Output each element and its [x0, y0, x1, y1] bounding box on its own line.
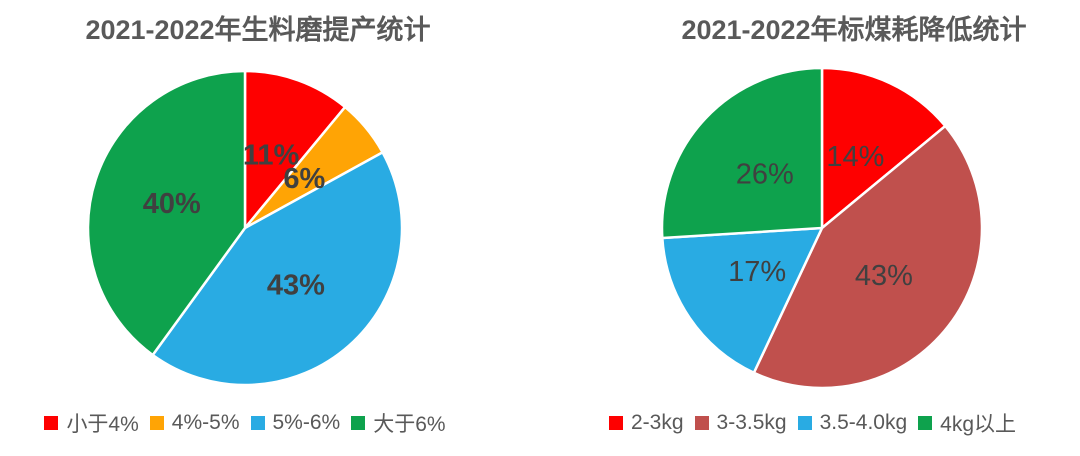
legend-item-大于6%: 大于6%	[351, 408, 446, 438]
legend-swatch-icon	[797, 416, 812, 430]
chart-title-raw-mill: 2021-2022年生料磨提产统计	[85, 15, 431, 45]
legend-label: 3-3.5kg	[716, 411, 787, 434]
legend-label: 2-3kg	[631, 411, 684, 434]
pie-slice-2-3kg	[820, 66, 947, 230]
pie-slice-value-label: 6%	[283, 163, 325, 195]
pie-slice-value-label: 14%	[826, 141, 884, 173]
pie-slice-value-label: 26%	[736, 158, 794, 190]
legend-label: 大于6%	[373, 413, 446, 436]
legend-swatch-icon	[694, 416, 709, 430]
legend-item-3.5-4.0kg: 3.5-4.0kg	[797, 411, 908, 435]
pie-slice-小于4%	[243, 69, 347, 230]
legend-item-2-3kg: 2-3kg	[609, 411, 684, 435]
legend-swatch-icon	[149, 416, 164, 430]
chart-title-coal-consumption: 2021-2022年标煤耗降低统计	[681, 15, 1027, 45]
legend-item-5%-6%: 5%-6%	[250, 411, 341, 435]
pie-slice-value-label: 11%	[243, 140, 300, 172]
legend-item-4%-5%: 4%-5%	[149, 411, 240, 435]
legend-label: 5%-6%	[272, 411, 341, 434]
legend-swatch-icon	[351, 416, 366, 430]
pie-slice-3-3.5kg	[752, 124, 984, 390]
legend-swatch-icon	[918, 416, 933, 430]
pie-slice-value-label: 17%	[728, 256, 786, 288]
legend-label: 3.5-4.0kg	[819, 411, 908, 434]
pie-slice-value-label: 40%	[143, 188, 201, 220]
legend-swatch-icon	[44, 416, 59, 430]
pie-slice-3.5-4.0kg	[661, 226, 824, 375]
pie-slice-value-label: 43%	[267, 270, 325, 302]
legend-label: 4%-5%	[171, 411, 240, 434]
legend-item-小于4%: 小于4%	[44, 408, 139, 438]
legend-label: 4kg以上	[940, 413, 1016, 436]
legend-raw-mill: 小于4% 4%-5% 5%-6% 大于6%	[0, 406, 490, 440]
pie-slice-大于6%	[86, 69, 247, 357]
pie-slice-5%-6%	[151, 151, 404, 387]
legend-swatch-icon	[609, 416, 623, 430]
legend-label: 小于4%	[66, 413, 139, 436]
legend-coal-consumption: 2-3kg 3-3.5kg 3.5-4.0kg 4kg以上	[560, 406, 1065, 440]
pie-slice-4kg以上	[660, 66, 824, 240]
pie-slice-value-label: 43%	[855, 260, 913, 292]
pie-chart-raw-mill: 11%6% 43% 40%	[86, 69, 404, 387]
pie-chart-coal-consumption: 14% 43% 17% 26%	[660, 66, 984, 390]
legend-item-4kg以上: 4kg以上	[918, 408, 1016, 438]
legend-item-3-3.5kg: 3-3.5kg	[694, 411, 787, 435]
legend-swatch-icon	[250, 416, 265, 430]
